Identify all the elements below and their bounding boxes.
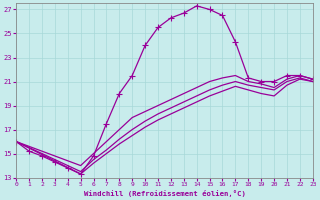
X-axis label: Windchill (Refroidissement éolien,°C): Windchill (Refroidissement éolien,°C): [84, 190, 245, 197]
